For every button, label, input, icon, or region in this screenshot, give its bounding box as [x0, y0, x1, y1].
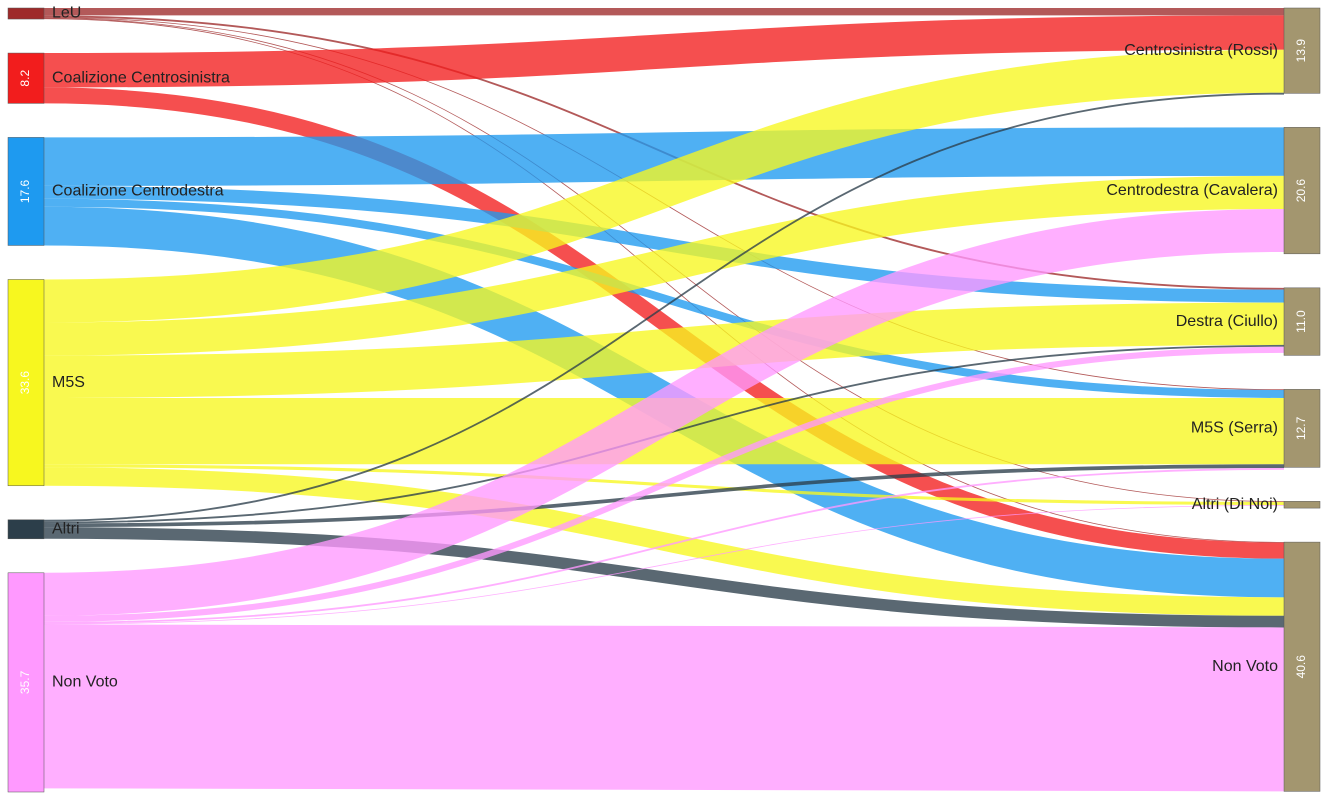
node-label: Non Voto [1212, 658, 1278, 675]
node-label: Altri (Di Noi) [1192, 496, 1278, 513]
flow [43, 49, 1285, 323]
node [7, 52, 45, 104]
node-value: 11.0 [1294, 310, 1308, 333]
flow [43, 87, 1285, 559]
node [1283, 541, 1321, 792]
flow [43, 209, 1285, 616]
flow [43, 467, 1285, 616]
flow [43, 92, 1285, 522]
node-value: 20.6 [1294, 179, 1308, 203]
flow [43, 624, 1285, 792]
node [1283, 7, 1321, 94]
node-value: 35.7 [18, 670, 32, 694]
node-label: M5S (Serra) [1191, 420, 1278, 437]
node [7, 137, 45, 246]
flow [43, 527, 1285, 628]
flow [43, 175, 1285, 356]
flow [43, 198, 1285, 398]
node [1283, 287, 1321, 356]
node [1283, 127, 1321, 255]
flow [43, 346, 1285, 622]
node [7, 519, 45, 540]
node [7, 279, 45, 487]
node [7, 7, 45, 20]
node-value: 40.6 [1294, 655, 1308, 679]
node-label: Centrodestra (Cavalera) [1106, 182, 1278, 199]
flow [43, 15, 1285, 88]
node-label: Coalizione Centrodestra [52, 183, 224, 200]
node-label: Altri [52, 521, 80, 538]
flow [43, 185, 1285, 303]
node [1283, 389, 1321, 468]
flow [43, 302, 1285, 398]
flow [43, 467, 1285, 624]
node-label: Non Voto [52, 674, 118, 691]
flow [43, 464, 1285, 528]
node-label: Coalizione Centrosinistra [52, 69, 230, 86]
node-label: LeU [52, 5, 81, 22]
flow [43, 504, 1285, 625]
node-label: Destra (Ciullo) [1176, 313, 1278, 330]
links [43, 7, 1285, 792]
node-value: 12.7 [1294, 416, 1308, 440]
node [7, 572, 45, 793]
node-value: 8.2 [18, 70, 32, 87]
node-label: Centrosinistra (Rossi) [1124, 42, 1278, 59]
node-value: 33.6 [18, 371, 32, 395]
node [1283, 501, 1321, 509]
node-value: 17.6 [18, 179, 32, 203]
node-label: M5S [52, 374, 85, 391]
flow [43, 127, 1285, 186]
node-value: 13.9 [1294, 39, 1308, 63]
